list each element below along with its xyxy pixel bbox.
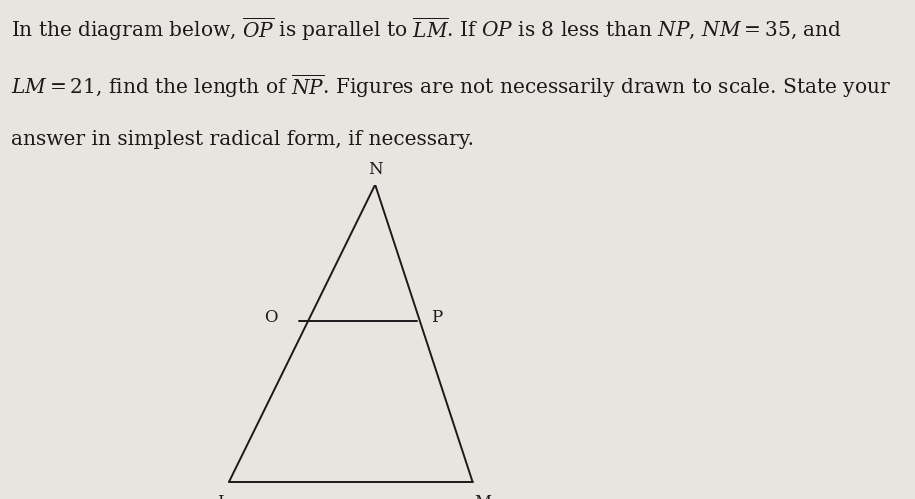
Text: O: O xyxy=(264,309,278,326)
Text: M: M xyxy=(474,494,491,499)
Text: L: L xyxy=(217,494,228,499)
Text: P: P xyxy=(431,309,442,326)
Text: answer in simplest radical form, if necessary.: answer in simplest radical form, if nece… xyxy=(11,130,474,149)
Text: N: N xyxy=(368,162,382,179)
Text: In the diagram below, $\overline{OP}$ is parallel to $\overline{LM}$. If $OP$ is: In the diagram below, $\overline{OP}$ is… xyxy=(11,15,842,43)
Text: $LM = 21$, find the length of $\overline{NP}$. Figures are not necessarily drawn: $LM = 21$, find the length of $\overline… xyxy=(11,72,891,100)
